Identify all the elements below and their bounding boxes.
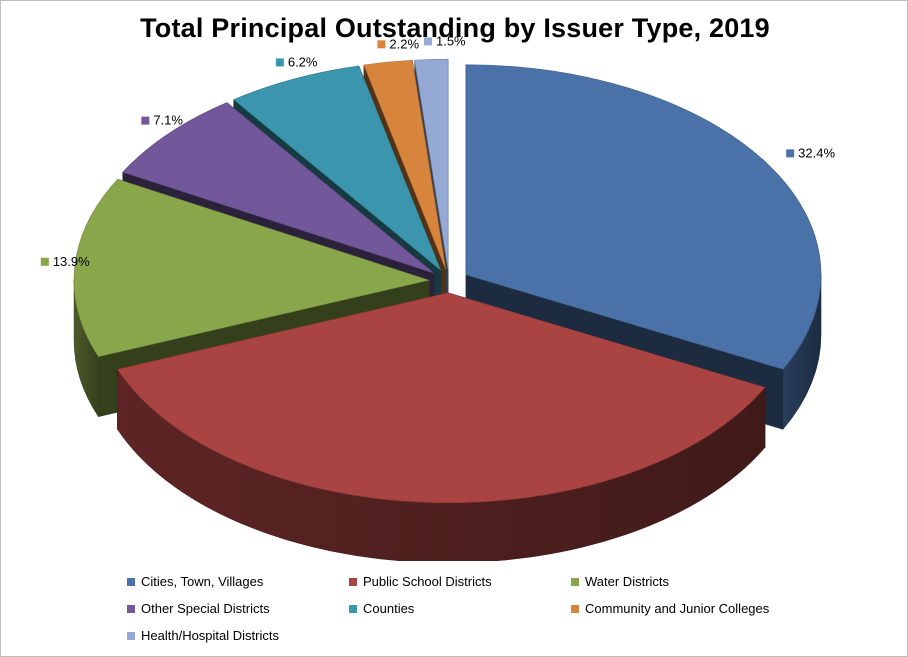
legend: Cities, Town, Villages Public School Dist… — [127, 573, 847, 644]
chart-title: Total Principal Outstanding by Issuer Ty… — [140, 13, 770, 43]
data-label-marker — [275, 58, 284, 67]
data-label-text: 1.5% — [436, 33, 466, 48]
legend-item: Water Districts — [571, 573, 831, 590]
data-label-marker — [786, 149, 795, 158]
pie-slice — [116, 292, 766, 561]
data-label: 32.4% — [786, 145, 835, 160]
legend-swatch — [127, 577, 135, 586]
legend-item: Counties — [349, 600, 571, 617]
legend-label: Other Special Districts — [141, 601, 270, 616]
data-label-marker — [141, 116, 150, 125]
data-label-text: 13.9% — [53, 254, 90, 269]
legend-swatch — [349, 604, 357, 613]
legend-label: Cities, Town, Villages — [141, 574, 264, 589]
legend-label: Counties — [363, 601, 415, 616]
legend-item: Public School Districts — [349, 573, 571, 590]
legend-label: Community and Junior Colleges — [585, 601, 770, 616]
legend-swatch — [127, 604, 135, 613]
legend-item: Cities, Town, Villages — [127, 573, 349, 590]
data-label-marker — [40, 257, 49, 266]
legend-label: Public School Districts — [363, 574, 492, 589]
legend-item: Other Special Districts — [127, 600, 349, 617]
data-label-marker — [377, 40, 386, 49]
data-label: 7.1% — [141, 113, 183, 128]
data-label-marker — [423, 37, 432, 46]
data-label: 1.5% — [423, 33, 466, 48]
data-label: 13.9% — [40, 254, 90, 269]
legend-swatch — [571, 577, 579, 586]
data-label: 2.2% — [377, 36, 419, 51]
legend-swatch — [571, 604, 579, 613]
legend-swatch — [127, 631, 135, 640]
data-label-text: 6.2% — [288, 54, 318, 69]
pie-chart: 32.4%36.6%13.9%7.1%6.2%2.2%1.5% — [40, 33, 835, 561]
data-label-text: 2.2% — [389, 36, 419, 51]
legend-item: Community and Junior Colleges — [571, 600, 831, 617]
data-label-text: 7.1% — [153, 113, 183, 128]
legend-label: Health/Hospital Districts — [141, 628, 279, 643]
data-label: 6.2% — [275, 54, 318, 69]
legend-item: Health/Hospital Districts — [127, 627, 349, 644]
legend-label: Water Districts — [585, 574, 670, 589]
data-label-text: 32.4% — [798, 145, 835, 160]
legend-swatch — [349, 577, 357, 586]
